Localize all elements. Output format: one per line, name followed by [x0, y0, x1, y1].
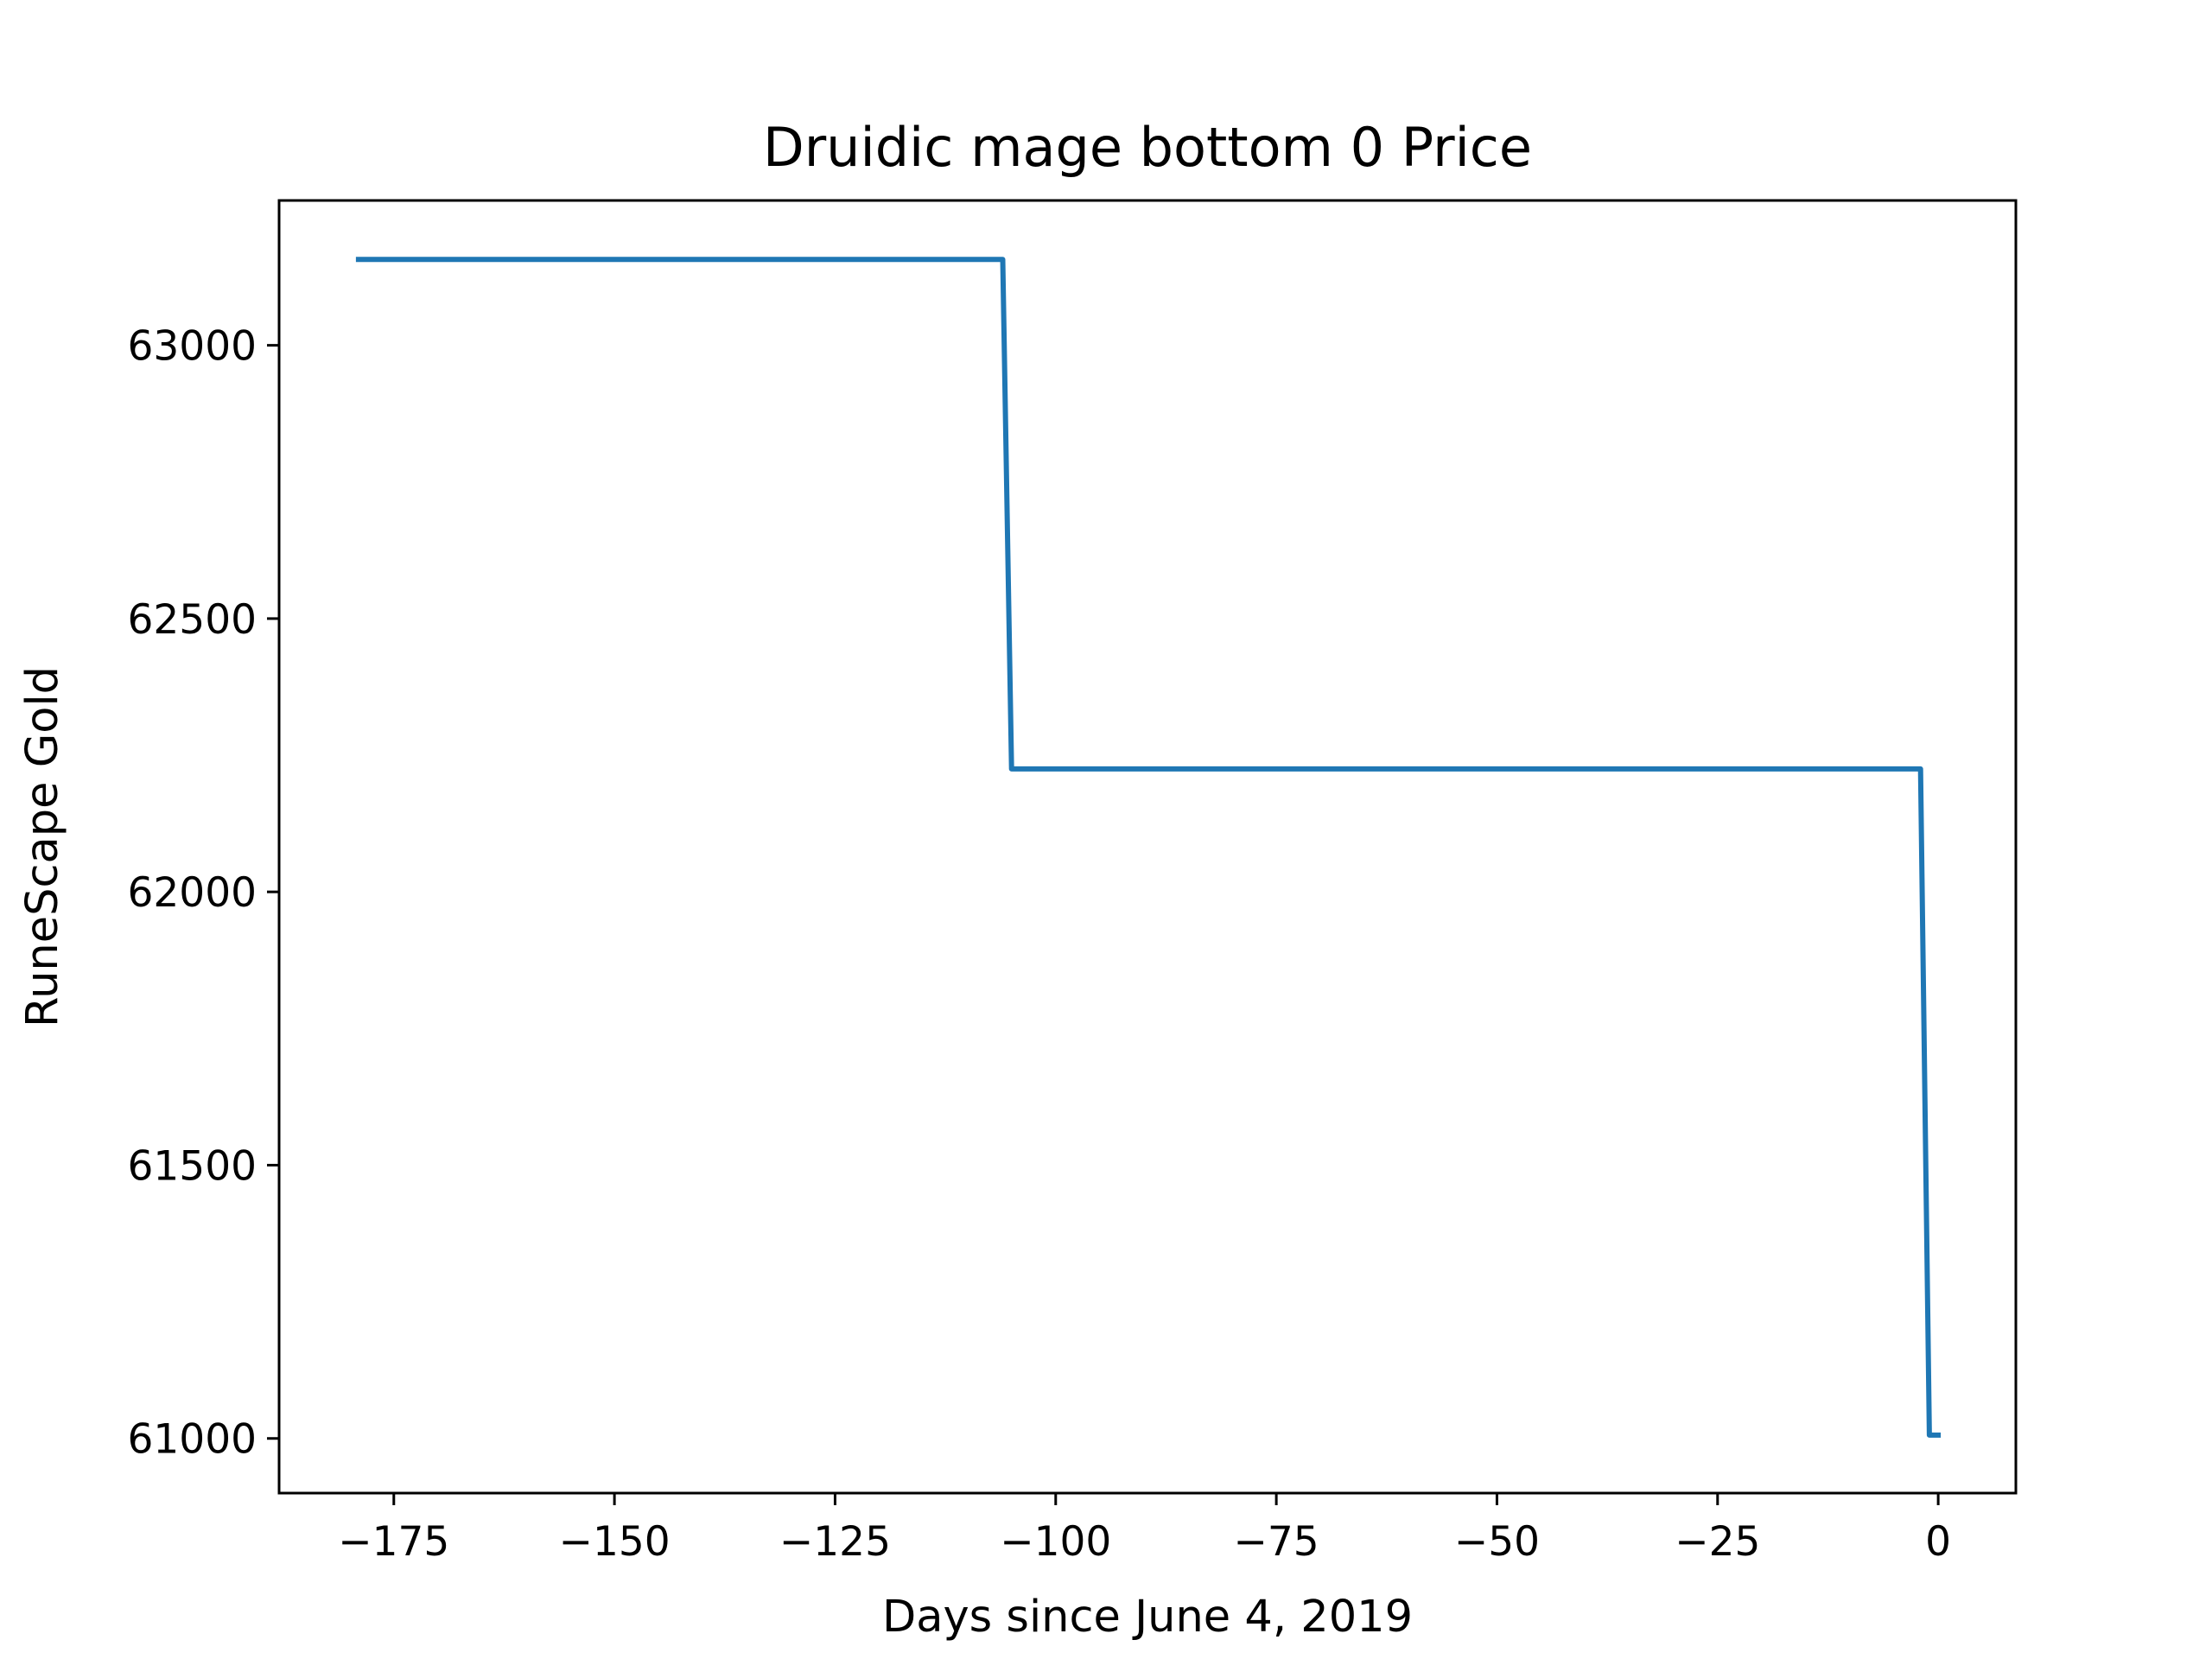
y-tick-label: 61000 [127, 1416, 257, 1464]
x-tick-label: −100 [1000, 1518, 1111, 1566]
x-tick-label: −75 [1234, 1518, 1319, 1566]
chart-title: Druidic mage bottom 0 Price [763, 116, 1532, 179]
x-axis-ticks: −175 −150 −125 −100 −75 −50 −25 0 [338, 1493, 1951, 1566]
plot-area [279, 200, 2016, 1493]
x-tick-label: −125 [779, 1518, 891, 1566]
y-tick-label: 63000 [127, 323, 257, 371]
series-line-0 [355, 257, 1942, 1438]
x-tick-label: −150 [559, 1518, 671, 1566]
y-axis-ticks: 61000 61500 62000 62500 63000 [127, 323, 279, 1464]
y-axis-label: RuneScape Gold [17, 666, 68, 1027]
x-tick-label: −25 [1675, 1518, 1760, 1566]
x-tick-label: 0 [1925, 1518, 1951, 1566]
y-tick-label: 62500 [127, 596, 257, 644]
x-tick-label: −175 [338, 1518, 449, 1566]
x-axis-label: Days since June 4, 2019 [882, 1592, 1413, 1643]
x-tick-label: −50 [1454, 1518, 1540, 1566]
series-layer [355, 257, 1942, 1438]
y-tick-label: 61500 [127, 1142, 257, 1190]
plot-frame [277, 199, 2018, 1495]
y-tick-label: 62000 [127, 869, 257, 917]
